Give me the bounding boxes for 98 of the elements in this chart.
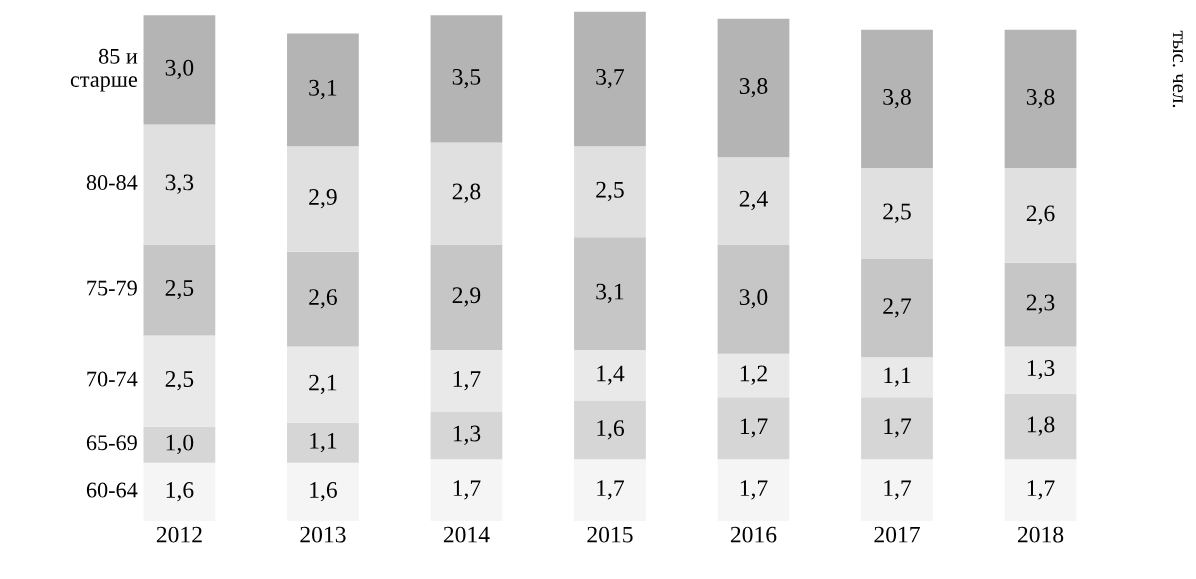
series-label: 80-84 — [86, 175, 138, 191]
data-label: 3,1 — [309, 79, 337, 100]
data-label: 3,0 — [165, 59, 194, 80]
bar — [574, 11, 646, 147]
bar — [430, 244, 503, 351]
data-label: 3,8 — [883, 88, 911, 109]
bar — [574, 237, 646, 351]
bar — [430, 142, 503, 245]
bar — [287, 251, 359, 347]
data-label: 1,2 — [740, 365, 767, 385]
data-label: 1,7 — [740, 480, 768, 500]
series-label: 85 и старше — [70, 48, 138, 92]
data-label: 1,1 — [310, 432, 337, 453]
bar — [1004, 262, 1077, 347]
data-label: 2,8 — [452, 183, 481, 203]
bar — [430, 15, 503, 143]
data-label: 1,7 — [884, 418, 912, 438]
data-label: 1,8 — [1027, 416, 1055, 436]
data-label: 1,7 — [597, 480, 625, 500]
bar — [1004, 459, 1077, 522]
bar — [430, 459, 503, 522]
bar — [143, 462, 216, 522]
bar — [287, 346, 359, 423]
bar — [287, 33, 359, 147]
x-tick-label: 2016 — [730, 526, 777, 543]
data-label: 3,7 — [596, 68, 625, 89]
data-label: 2,5 — [596, 181, 624, 202]
data-label: 1,6 — [166, 482, 194, 502]
bar — [143, 124, 216, 245]
series-label: 75-79 — [87, 280, 137, 296]
bar — [287, 146, 359, 252]
data-label: 1,7 — [453, 480, 481, 500]
bar — [143, 426, 216, 463]
data-label: 3,8 — [739, 77, 768, 98]
bar — [287, 462, 359, 522]
data-label: 1,7 — [453, 371, 481, 391]
x-tick-label: 2018 — [1017, 526, 1064, 543]
data-label: 2,9 — [309, 189, 337, 209]
data-label: 2,5 — [165, 280, 194, 300]
bar — [574, 146, 646, 238]
x-tick-label: 2017 — [874, 526, 920, 543]
bar — [1004, 393, 1077, 460]
bar — [430, 411, 503, 460]
data-label: 1,3 — [1027, 360, 1055, 380]
bar — [861, 459, 933, 522]
series-label: 60-64 — [86, 482, 138, 498]
data-label: 1,1 — [884, 367, 911, 387]
bar — [717, 459, 790, 522]
data-label: 3,0 — [739, 289, 768, 309]
data-label: 2,4 — [739, 190, 768, 211]
bar — [143, 244, 216, 336]
bar — [1004, 29, 1077, 169]
bar — [861, 357, 933, 398]
data-label: 3,1 — [596, 283, 624, 303]
bar — [717, 397, 790, 460]
data-label: 1,7 — [884, 480, 912, 500]
data-label: 2,1 — [309, 374, 337, 394]
bar — [717, 244, 790, 354]
x-tick-label: 2015 — [587, 526, 633, 543]
bar — [430, 350, 503, 412]
data-label: 1,3 — [453, 425, 481, 445]
data-label: 1,0 — [166, 434, 194, 454]
x-tick-label: 2013 — [300, 526, 346, 543]
data-label: 3,3 — [165, 174, 194, 194]
data-label: 2,5 — [165, 371, 194, 391]
bar — [143, 335, 216, 427]
bar — [1004, 168, 1077, 263]
data-label: 2,6 — [1026, 205, 1055, 225]
series-label: 65-69 — [86, 435, 137, 451]
data-label: 3,8 — [1026, 88, 1055, 109]
bar — [287, 422, 359, 463]
bar — [574, 459, 646, 522]
series-label: 70-74 — [87, 371, 138, 387]
bar — [717, 18, 790, 158]
y-axis-title: тыс. чел. — [1172, 30, 1183, 108]
bar — [861, 259, 933, 358]
bar — [1004, 346, 1077, 394]
x-tick-label: 2012 — [156, 526, 202, 543]
bar — [574, 350, 646, 401]
data-label: 2,3 — [1026, 294, 1055, 314]
data-label: 2,7 — [883, 298, 912, 318]
bar — [717, 157, 790, 245]
data-label: 1,4 — [597, 365, 625, 385]
data-label: 2,9 — [452, 287, 481, 307]
data-label: 1,6 — [597, 420, 625, 440]
data-label: 2,5 — [883, 203, 911, 223]
bar — [861, 397, 933, 460]
data-label: 1,7 — [1027, 480, 1055, 500]
data-label: 1,6 — [310, 482, 337, 502]
bar — [143, 15, 216, 125]
bar — [861, 168, 933, 260]
bar — [574, 401, 646, 460]
bar — [861, 29, 933, 169]
x-tick-label: 2014 — [443, 526, 490, 543]
data-label: 2,6 — [309, 289, 337, 309]
data-label: 3,5 — [452, 68, 481, 89]
bar — [717, 353, 790, 398]
data-label: 1,7 — [740, 418, 768, 438]
